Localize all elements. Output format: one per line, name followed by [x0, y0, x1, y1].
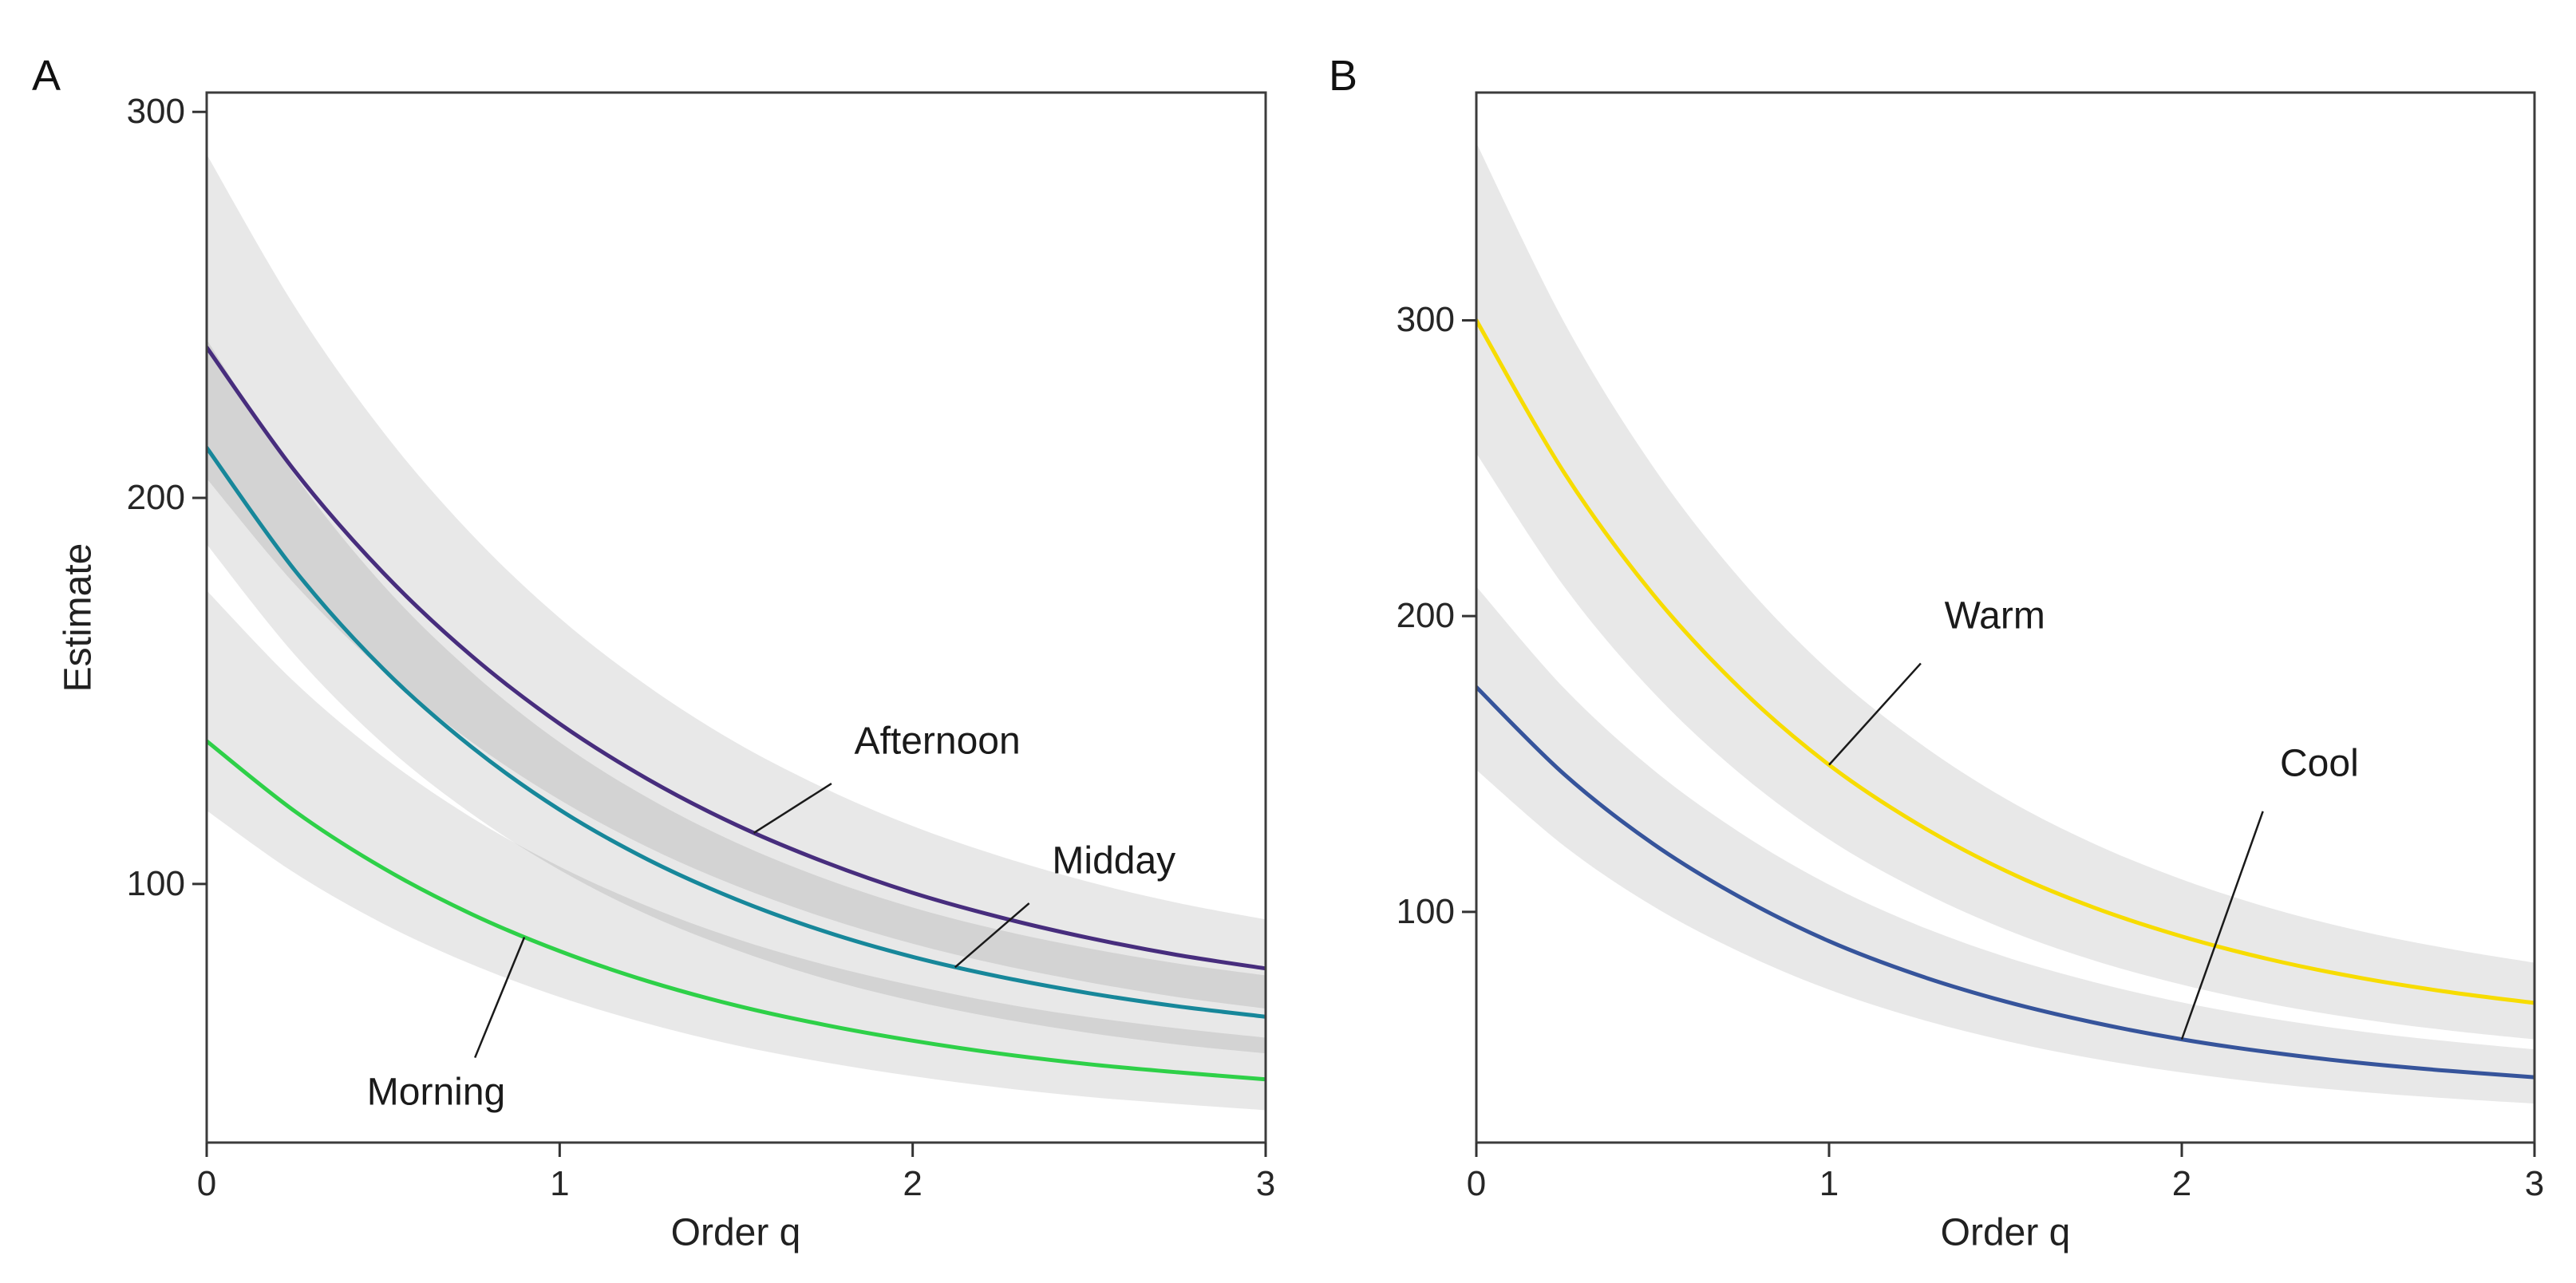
leader-line-morning: [474, 937, 526, 1059]
x-tick-label-b-1: 1: [1819, 1164, 1839, 1203]
panel-b-letter: B: [1328, 52, 1358, 100]
y-tick-label-b-100: 100: [1396, 891, 1455, 931]
leader-line-warm: [1828, 662, 1922, 766]
ci-ribbon-warm: [1476, 143, 2535, 1040]
panel-a-letter: A: [31, 52, 61, 100]
series-label-midday: Midday: [1052, 839, 1176, 882]
x-axis-title-panel-b: Order q: [1940, 1211, 2071, 1254]
series-line-morning: [207, 739, 1266, 1082]
series-line-afternoon: [207, 345, 1266, 971]
series-line-warm: [1476, 318, 2535, 1005]
x-tick-label-a-2: 2: [903, 1164, 923, 1203]
panel-border-a: [205, 91, 1267, 1144]
x-tick-label-b-3: 3: [2524, 1164, 2545, 1203]
y-tick-label-a-300: 300: [126, 92, 185, 132]
series-label-morning: Morning: [366, 1071, 506, 1114]
ci-ribbon-midday: [207, 339, 1266, 1054]
x-tick-label-a-3: 3: [1255, 1164, 1276, 1203]
x-tick-label-a-0: 0: [196, 1164, 217, 1203]
series-line-cool: [1476, 685, 2535, 1080]
y-tick-label-b-200: 200: [1396, 596, 1455, 636]
x-tick-label-b-0: 0: [1466, 1164, 1487, 1203]
panel-border-b: [1475, 91, 2536, 1144]
leader-line-midday: [954, 902, 1030, 969]
series-label-afternoon: Afternoon: [854, 720, 1021, 763]
x-tick-label-a-1: 1: [550, 1164, 570, 1203]
y-axis-title-estimate: Estimate: [57, 543, 100, 693]
y-tick-label-b-300: 300: [1396, 300, 1455, 340]
series-line-midday: [207, 445, 1266, 1019]
leader-line-cool: [2180, 811, 2264, 1040]
series-label-warm: Warm: [1944, 594, 2045, 638]
x-tick-label-b-2: 2: [2171, 1164, 2192, 1203]
ci-ribbon-afternoon: [207, 154, 1266, 1009]
leader-line-afternoon: [753, 782, 832, 835]
y-tick-label-a-200: 200: [126, 478, 185, 517]
series-label-cool: Cool: [2280, 742, 2359, 785]
x-axis-title-panel-a: Order q: [670, 1211, 801, 1254]
y-tick-label-a-100: 100: [126, 863, 185, 903]
